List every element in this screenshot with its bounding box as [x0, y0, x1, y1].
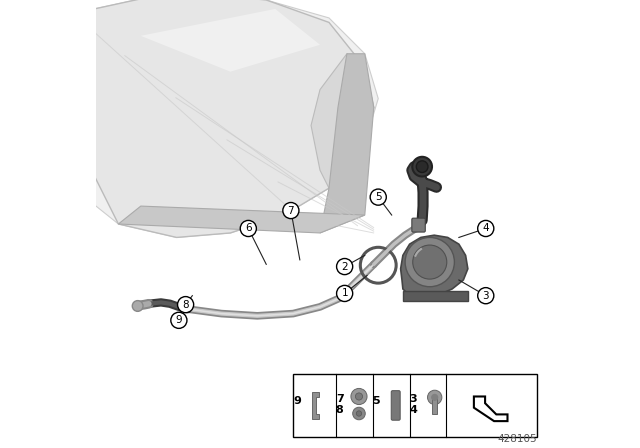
Circle shape — [405, 237, 454, 287]
FancyBboxPatch shape — [293, 374, 538, 437]
FancyBboxPatch shape — [412, 218, 425, 232]
Text: 8: 8 — [336, 405, 344, 415]
Circle shape — [132, 301, 143, 311]
Polygon shape — [141, 9, 320, 72]
Circle shape — [351, 388, 367, 405]
FancyBboxPatch shape — [432, 397, 437, 414]
FancyBboxPatch shape — [391, 391, 400, 420]
Text: 9: 9 — [175, 315, 182, 325]
Circle shape — [337, 285, 353, 302]
Text: 9: 9 — [294, 396, 301, 406]
Text: 1: 1 — [341, 289, 348, 298]
Text: 2: 2 — [341, 262, 348, 271]
Text: 8: 8 — [182, 300, 189, 310]
Circle shape — [428, 390, 442, 405]
Circle shape — [412, 157, 432, 177]
Text: 4: 4 — [409, 405, 417, 415]
Circle shape — [355, 393, 362, 400]
Text: 428105: 428105 — [498, 434, 538, 444]
Polygon shape — [311, 54, 374, 188]
Text: 5: 5 — [375, 192, 381, 202]
Circle shape — [431, 394, 438, 401]
Circle shape — [283, 202, 299, 219]
Circle shape — [353, 407, 365, 420]
Text: 7: 7 — [336, 394, 344, 404]
Text: 4: 4 — [483, 224, 489, 233]
Circle shape — [477, 220, 494, 237]
Circle shape — [370, 189, 387, 205]
Circle shape — [477, 288, 494, 304]
FancyBboxPatch shape — [403, 291, 468, 301]
Text: 3: 3 — [410, 394, 417, 404]
Polygon shape — [312, 392, 319, 419]
Circle shape — [337, 258, 353, 275]
Text: 7: 7 — [287, 206, 294, 215]
Polygon shape — [401, 235, 468, 298]
Text: 3: 3 — [483, 291, 489, 301]
Circle shape — [417, 161, 428, 172]
Circle shape — [171, 312, 187, 328]
Text: 5: 5 — [372, 396, 380, 406]
Circle shape — [356, 411, 362, 416]
Circle shape — [413, 245, 447, 279]
Polygon shape — [118, 206, 365, 233]
Polygon shape — [74, 0, 378, 237]
Polygon shape — [74, 0, 374, 237]
Text: 6: 6 — [245, 224, 252, 233]
Circle shape — [177, 297, 194, 313]
Polygon shape — [320, 54, 374, 233]
Circle shape — [240, 220, 257, 237]
